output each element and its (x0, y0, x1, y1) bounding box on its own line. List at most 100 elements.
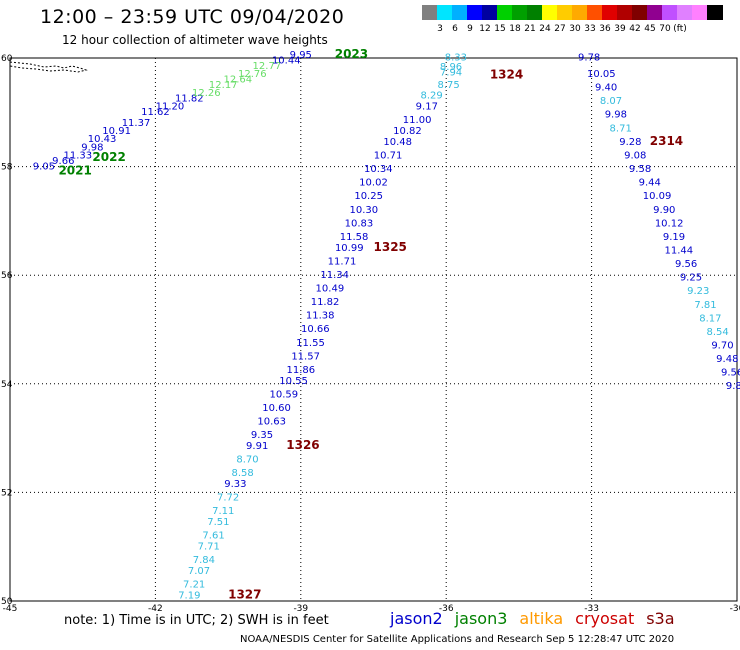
satellite-name: s3a (646, 609, 675, 628)
wave-height-value: 11.57 (291, 351, 320, 362)
wave-height-value: 11.00 (403, 115, 432, 126)
wave-height-value: 9.98 (605, 110, 627, 121)
wave-height-value: 11.33 (64, 150, 93, 161)
wave-height-value: 9.95 (290, 50, 312, 61)
wave-height-value: 7.21 (183, 579, 205, 590)
wave-height-value: 10.71 (374, 150, 403, 161)
lat-tick-label: 60 (1, 54, 13, 64)
wave-height-value: 11.86 (286, 365, 315, 376)
wave-height-value: 12.17 (209, 80, 238, 91)
wave-height-value: 8.33 (445, 53, 467, 64)
pass-number-label: 1324 (490, 68, 523, 82)
wave-height-value: 11.20 (156, 102, 185, 113)
legend-swatch (422, 5, 438, 20)
wave-height-value: 11.38 (306, 311, 335, 322)
legend-label: 42 (629, 24, 641, 34)
legend-label: 9 (467, 24, 473, 34)
satellite-name: jason2 (390, 609, 443, 628)
wave-height-value: 9.35 (251, 430, 273, 441)
lat-tick-label: 56 (1, 271, 13, 281)
lon-tick-label: -42 (148, 604, 163, 614)
map-frame (9, 57, 738, 602)
wave-height-value: 7.07 (188, 566, 210, 577)
wave-height-value: 9.08 (624, 150, 646, 161)
wave-height-value: 10.44 (272, 55, 301, 66)
wave-height-value: 10.43 (88, 134, 117, 145)
wave-height-value: 7.94 (440, 67, 462, 78)
wave-height-value: 10.99 (335, 243, 364, 254)
wave-height-value: 7.81 (694, 300, 716, 311)
wave-height-value: 9.05 (33, 161, 55, 172)
wave-height-value: 7.84 (193, 555, 215, 566)
wave-height-value: 8.71 (610, 123, 632, 134)
legend-label: 36 (599, 24, 611, 34)
wave-height-value: 9.48 (716, 354, 738, 365)
pass-number-label: 1327 (228, 587, 261, 601)
legend-label: 30 (569, 24, 581, 34)
map-title: 12:00 – 23:59 UTC 09/04/2020 (40, 6, 345, 28)
legend-swatch (467, 5, 483, 20)
wave-height-value: 10.55 (279, 376, 308, 387)
wave-height-value: 9.40 (595, 83, 617, 94)
wave-height-value: 10.63 (257, 417, 286, 428)
wave-height-value: 8.29 (421, 91, 443, 102)
legend-swatch (602, 5, 618, 20)
lon-tick-label: -39 (293, 604, 308, 614)
wave-height-value: 12.76 (238, 69, 267, 80)
lon-tick-label: -45 (3, 604, 18, 614)
legend-swatch (647, 5, 663, 20)
wave-height-value: 9.23 (687, 286, 709, 297)
wave-height-value: 10.83 (345, 218, 374, 229)
wave-height-value: 9.91 (246, 441, 268, 452)
wave-height-value: 9.56 (721, 368, 740, 379)
wave-height-value: 10.49 (316, 283, 345, 294)
wave-height-value: 11.62 (141, 107, 170, 118)
legend-label: 24 (539, 24, 551, 34)
satellite-name: altika (519, 609, 564, 628)
footnote: note: 1) Time is in UTC; 2) SWH is in fe… (64, 613, 329, 628)
credit-line: NOAA/NESDIS Center for Satellite Applica… (240, 634, 675, 645)
wave-height-value: 7.19 (178, 590, 200, 601)
legend-label: 12 (479, 24, 491, 34)
legend-label: 21 (524, 24, 536, 34)
legend-swatch (632, 5, 648, 20)
legend-swatch (587, 5, 603, 20)
legend-swatch (677, 5, 693, 20)
wave-height-value: 9.90 (653, 205, 675, 216)
wave-height-value: 10.34 (364, 164, 393, 175)
legend-swatch (437, 5, 453, 20)
wave-height-value: 7.61 (202, 531, 224, 542)
legend-label: 33 (584, 24, 596, 34)
wave-height-value: 11.82 (175, 93, 204, 104)
wave-height-value: 9.44 (639, 178, 661, 189)
satellite-name: jason3 (454, 609, 508, 628)
wave-height-value: 10.30 (349, 205, 378, 216)
wave-height-value: 11.44 (665, 245, 694, 256)
wave-height-value: 8.17 (699, 313, 721, 324)
wave-height-value: 9.19 (663, 232, 685, 243)
wave-height-value: 9.66 (52, 156, 74, 167)
legend-label: 6 (452, 24, 458, 34)
legend-swatch (617, 5, 633, 20)
pass-number-label: 2023 (335, 47, 368, 61)
wave-height-value: 9.86 (726, 381, 740, 392)
wave-height-value: 10.12 (655, 218, 684, 229)
pass-number-label: 1326 (286, 438, 319, 452)
wave-height-value: 10.91 (102, 126, 131, 137)
legend-swatch (707, 5, 723, 20)
legend-swatch (572, 5, 588, 20)
wave-height-value: 9.33 (224, 479, 246, 490)
wave-height-value: 7.11 (212, 506, 234, 517)
pass-number-label: 2314 (650, 134, 683, 148)
wave-height-value: 12.64 (223, 74, 252, 85)
wave-height-value: 11.58 (340, 232, 369, 243)
wave-height-value: 8.75 (437, 80, 459, 91)
lat-tick-label: 50 (1, 597, 13, 607)
map-subtitle: 12 hour collection of altimeter wave hei… (62, 33, 328, 47)
legend-swatch (662, 5, 678, 20)
legend-label: 45 (644, 24, 656, 34)
wave-height-value: 12.77 (253, 61, 282, 72)
wave-height-value: 10.60 (262, 403, 291, 414)
wave-height-value: 12.26 (192, 88, 221, 99)
legend-swatch (557, 5, 573, 20)
